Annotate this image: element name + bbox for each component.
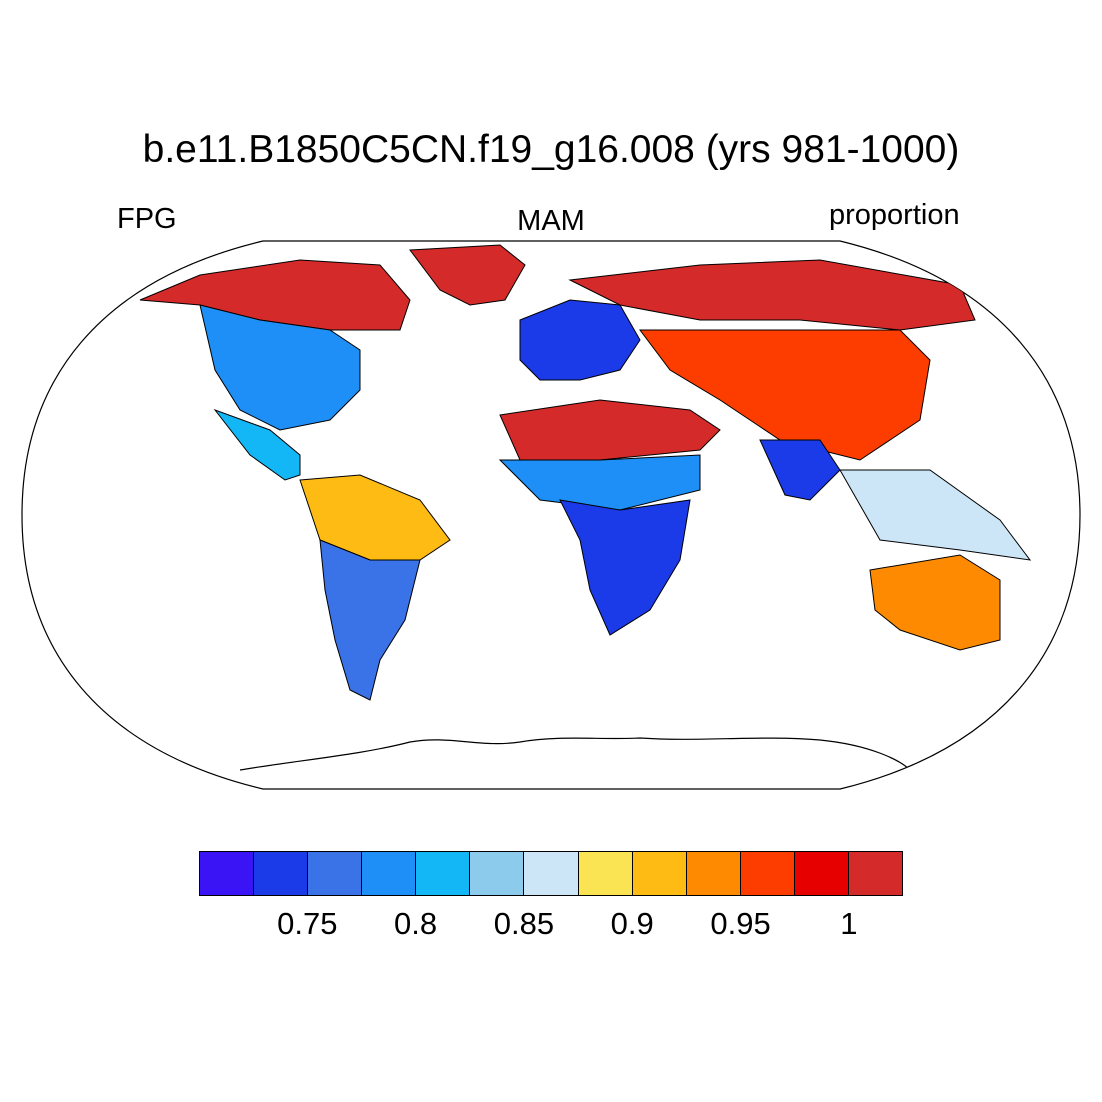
colorbar-swatch: [848, 852, 903, 895]
units-label: proportion: [829, 199, 960, 231]
map-region: [839, 469, 1032, 561]
map-region: [559, 499, 691, 636]
map-region: [199, 304, 361, 431]
colorbar-swatch: [632, 852, 687, 895]
colorbar-swatch: [362, 852, 417, 895]
colorbar-tick-label: 0.8: [394, 906, 438, 941]
colorbar-tick-label: 1: [840, 906, 858, 941]
colorbar-swatch: [740, 852, 795, 895]
antarctica-coastline: [239, 737, 911, 771]
map-region: [568, 259, 976, 331]
colorbar-swatch: [416, 852, 471, 895]
colorbar-swatch: [578, 852, 633, 895]
colorbar-swatch: [524, 852, 579, 895]
map-region: [498, 454, 701, 511]
map-region: [869, 554, 1001, 651]
colorbar-tick-label: 0.95: [710, 906, 771, 941]
colorbar-swatch: [794, 852, 849, 895]
colorbar: [199, 851, 903, 896]
variable-label: FPG: [117, 203, 177, 235]
colorbar-swatch: [200, 852, 255, 895]
colorbar-swatch: [254, 852, 309, 895]
colorbar-swatch: [470, 852, 525, 895]
map-region: [409, 244, 526, 306]
colorbar-tick-label: 0.9: [610, 906, 654, 941]
colorbar-tick-label: 0.75: [277, 906, 338, 941]
colorbar-swatch: [308, 852, 363, 895]
map-region: [639, 329, 931, 461]
map-region: [759, 439, 841, 501]
plot-title: b.e11.B1850C5CN.f19_g16.008 (yrs 981-100…: [142, 128, 960, 171]
map-region: [213, 408, 301, 481]
colorbar-tick-label: 0.85: [493, 906, 555, 941]
map-region: [319, 539, 421, 701]
map-region: [519, 299, 641, 381]
season-label: MAM: [517, 205, 585, 237]
colorbar-swatch: [686, 852, 741, 895]
